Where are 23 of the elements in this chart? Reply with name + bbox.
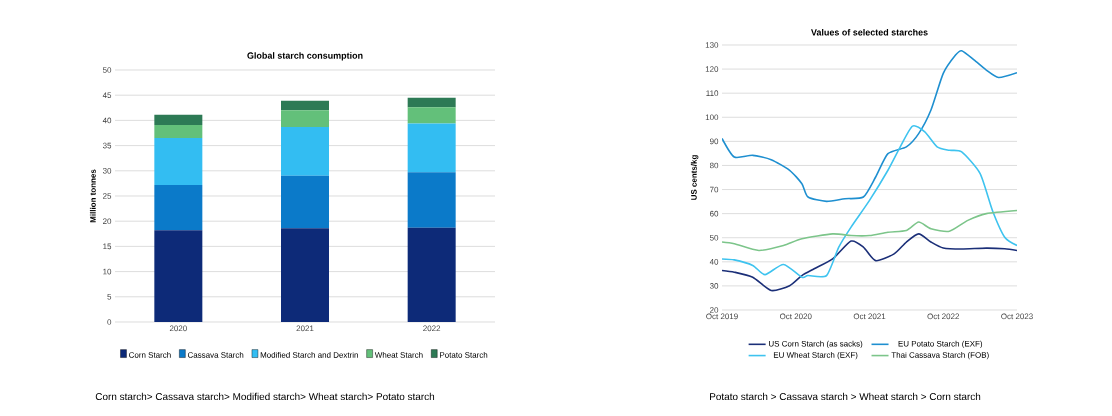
bar [281, 228, 329, 322]
bar [154, 114, 203, 125]
bar [407, 107, 456, 124]
bar [281, 100, 329, 111]
line-series [722, 233, 1018, 292]
bar [407, 172, 456, 228]
bar [407, 123, 456, 173]
line-series [722, 209, 1018, 252]
text: Potato starch > Cassava starch > Wheat starch > Corn starch [710, 392, 981, 401]
text: Corn starch> Cassava starch> Modified starch> Wheat starch> Potato starch [95, 392, 435, 401]
chart-title: Values of selected starches [811, 28, 928, 36]
bar [281, 126, 329, 176]
bar [154, 230, 203, 322]
bar [281, 175, 329, 229]
bar [407, 227, 456, 322]
line-series [722, 125, 1018, 279]
chart-title: Global starch consumption [247, 52, 363, 61]
bar [281, 110, 329, 127]
bar [407, 97, 456, 108]
bar [154, 184, 203, 231]
bar [154, 124, 203, 139]
line-series [722, 49, 1018, 203]
bar [154, 138, 203, 185]
